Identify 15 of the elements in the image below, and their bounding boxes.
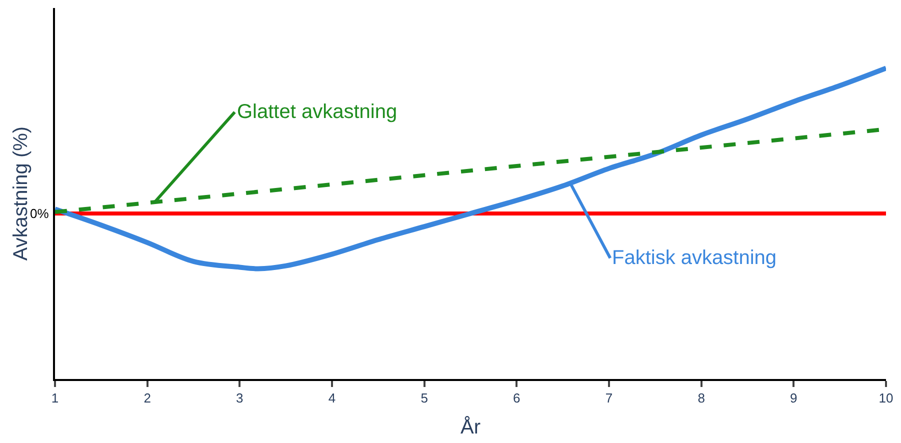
x-tick-label: 10 <box>878 390 894 406</box>
x-tick-label: 4 <box>328 390 336 406</box>
x-axis-title: År <box>460 416 481 439</box>
x-tick-label: 6 <box>513 390 520 406</box>
x-tick-label: 5 <box>420 390 428 406</box>
x-tick-label: 3 <box>236 390 244 406</box>
x-tick-label: 7 <box>605 390 613 406</box>
x-tick-label: 8 <box>698 390 705 406</box>
y-axis-title: Avkastning (%) <box>10 126 32 261</box>
ref-line-label: 0% <box>30 206 50 221</box>
text: Glattet avkastning <box>237 101 398 123</box>
x-tick-label: 1 <box>51 390 59 406</box>
x-tick-label: 2 <box>144 390 151 406</box>
x-tick-label: 9 <box>790 390 798 406</box>
text: Faktisk avkastning <box>612 247 777 269</box>
